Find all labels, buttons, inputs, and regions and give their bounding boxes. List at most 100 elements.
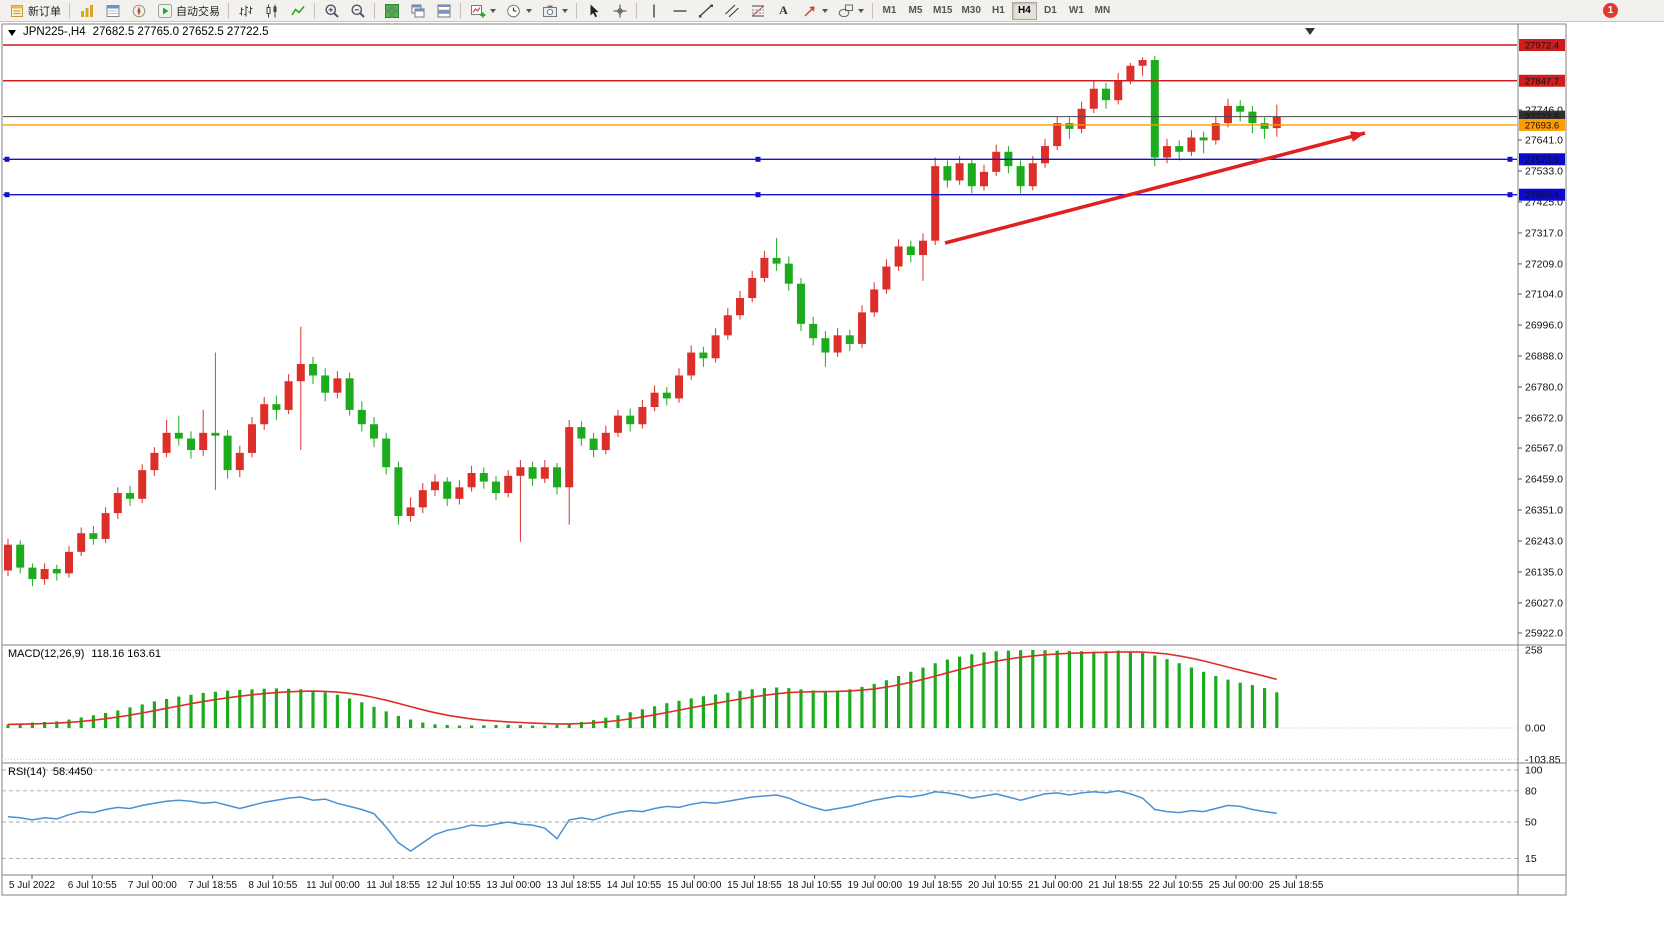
chevron-down-icon [562, 8, 568, 13]
toolbar-separator [636, 2, 637, 19]
timeframe-button-m5[interactable]: M5 [903, 2, 928, 20]
shapes-tool-button[interactable] [833, 1, 868, 21]
profiles-button[interactable] [501, 1, 536, 21]
autotrading-icon [156, 2, 173, 19]
toolbar-separator [314, 2, 315, 19]
panel-borders [2, 24, 1566, 895]
timeframe-button-d1[interactable]: D1 [1038, 2, 1063, 20]
svg-text:100: 100 [1525, 765, 1543, 777]
svg-text:0.00: 0.00 [1525, 723, 1546, 735]
svg-text:26351.0: 26351.0 [1525, 504, 1563, 516]
tile-horizontal-button[interactable] [431, 1, 456, 21]
timeframe-button-m30[interactable]: M30 [957, 2, 984, 20]
timeframe-button-m15[interactable]: M15 [929, 2, 956, 20]
svg-text:25922.0: 25922.0 [1525, 627, 1563, 639]
chart-frame [1, 23, 1567, 896]
navigator-button[interactable] [126, 1, 151, 21]
tile-windows-button[interactable] [379, 1, 404, 21]
zoom-in-button[interactable] [319, 1, 344, 21]
svg-text:13 Jul 18:55: 13 Jul 18:55 [547, 880, 602, 891]
svg-text:25 Jul 00:00: 25 Jul 00:00 [1209, 880, 1264, 891]
timeframe-button-h4[interactable]: H4 [1011, 1, 1037, 20]
timeframe-toolbar: M1 M5 M15 M30 H1 H4 D1 W1 MN [877, 1, 1115, 20]
toolbar: 新订单 自动交易 A [0, 0, 1664, 22]
svg-text:11 Jul 00:00: 11 Jul 00:00 [306, 880, 360, 891]
chart-canvas[interactable]: 2580.00-103.8510080501527746.027641.0275… [0, 22, 1664, 950]
svg-text:27972.4: 27972.4 [1525, 41, 1559, 52]
timeframe-button-m1[interactable]: M1 [877, 2, 902, 20]
svg-text:11 Jul 18:55: 11 Jul 18:55 [366, 880, 420, 891]
chart-window: 258 0.00 -103.85 100 80 50 15 27746.0 27641.0 275… [0, 22, 1664, 950]
chart-shift-marker-icon[interactable] [1305, 28, 1315, 35]
trend-arrow[interactable] [944, 131, 1366, 245]
bars-chart-button[interactable] [233, 1, 258, 21]
line-chart-button[interactable] [285, 1, 310, 21]
svg-text:80: 80 [1525, 785, 1537, 797]
svg-text:26672.0: 26672.0 [1525, 412, 1563, 424]
svg-text:6 Jul 10:55: 6 Jul 10:55 [68, 880, 117, 891]
svg-text:26567.0: 26567.0 [1525, 443, 1563, 455]
horizontal-line-icon [671, 2, 688, 19]
data-window-icon [104, 2, 121, 19]
svg-text:27693.6: 27693.6 [1525, 120, 1559, 131]
market-watch-button[interactable] [74, 1, 99, 21]
svg-text:21 Jul 00:00: 21 Jul 00:00 [1028, 880, 1083, 891]
svg-text:19 Jul 18:55: 19 Jul 18:55 [908, 880, 963, 891]
svg-text:18 Jul 10:55: 18 Jul 10:55 [787, 880, 842, 891]
svg-text:26243.0: 26243.0 [1525, 535, 1563, 547]
vertical-line-button[interactable] [641, 1, 666, 21]
svg-text:15 Jul 00:00: 15 Jul 00:00 [667, 880, 722, 891]
svg-text:26996.0: 26996.0 [1525, 320, 1563, 332]
chevron-down-icon [526, 8, 532, 13]
svg-text:12 Jul 10:55: 12 Jul 10:55 [426, 880, 481, 891]
chevron-down-icon [858, 8, 864, 13]
shapes-tool-icon [837, 2, 854, 19]
svg-text:27722.5: 27722.5 [1525, 112, 1559, 123]
zoom-in-icon [323, 2, 340, 19]
fibonacci-icon [749, 2, 766, 19]
new-chart-button[interactable] [465, 1, 500, 21]
svg-text:27209.0: 27209.0 [1525, 258, 1563, 270]
svg-text:27450.4: 27450.4 [1525, 190, 1559, 201]
cascade-windows-button[interactable] [405, 1, 430, 21]
time-axis[interactable]: 5 Jul 2022 6 Jul 10:55 7 Jul 00:00 7 Jul 18… [9, 875, 1324, 891]
svg-text:19 Jul 00:00: 19 Jul 00:00 [848, 880, 903, 891]
channel-button[interactable] [719, 1, 744, 21]
svg-text:25 Jul 18:55: 25 Jul 18:55 [1269, 880, 1324, 891]
svg-text:27104.0: 27104.0 [1525, 289, 1563, 301]
zoom-out-button[interactable] [345, 1, 370, 21]
notification-badge[interactable]: 1 [1603, 3, 1618, 18]
arrows-tool-icon [801, 2, 818, 19]
svg-text:15: 15 [1525, 853, 1537, 865]
autotrading-button[interactable]: 自动交易 [152, 1, 224, 21]
new-order-button[interactable]: 新订单 [4, 1, 65, 21]
trendline-button[interactable] [693, 1, 718, 21]
timeframe-button-w1[interactable]: W1 [1064, 2, 1089, 20]
rsi-line [7, 790, 1277, 853]
candles-chart-button[interactable] [259, 1, 284, 21]
timeframe-button-h1[interactable]: H1 [986, 2, 1011, 20]
svg-text:20 Jul 10:55: 20 Jul 10:55 [968, 880, 1023, 891]
profiles-icon [505, 2, 522, 19]
arrows-tool-button[interactable] [797, 1, 832, 21]
tile-horizontal-icon [435, 2, 452, 19]
svg-text:13 Jul 00:00: 13 Jul 00:00 [486, 880, 541, 891]
vertical-line-icon [645, 2, 662, 19]
screenshot-button[interactable] [537, 1, 572, 21]
timeframe-button-mn[interactable]: MN [1090, 2, 1115, 20]
cursor-button[interactable] [581, 1, 606, 21]
autotrading-label: 自动交易 [176, 5, 220, 18]
new-order-label: 新订单 [28, 5, 61, 18]
crosshair-button[interactable] [607, 1, 632, 21]
fibonacci-button[interactable] [745, 1, 770, 21]
horizontal-line-button[interactable] [667, 1, 692, 21]
text-tool-button[interactable]: A [771, 1, 796, 21]
svg-text:27641.0: 27641.0 [1525, 135, 1563, 147]
chevron-down-icon [822, 8, 828, 13]
channel-icon [723, 2, 740, 19]
toolbar-separator [69, 2, 70, 19]
data-window-button[interactable] [100, 1, 125, 21]
toolbar-separator [374, 2, 375, 19]
svg-text:22 Jul 10:55: 22 Jul 10:55 [1149, 880, 1204, 891]
